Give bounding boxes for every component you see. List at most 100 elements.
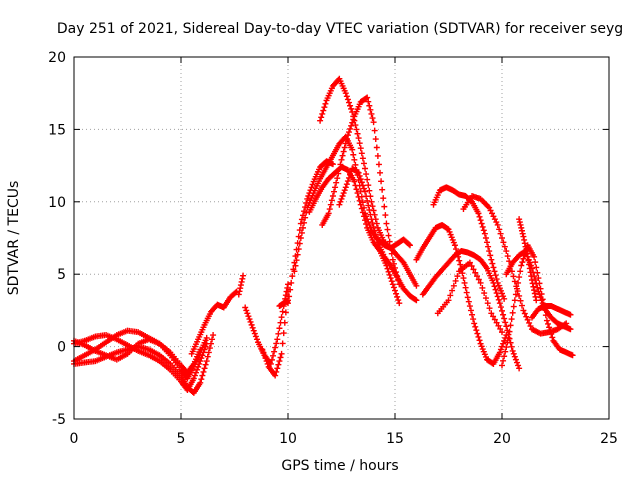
data-point <box>198 376 205 383</box>
data-point <box>387 244 394 251</box>
data-point <box>497 346 504 353</box>
data-point <box>488 256 495 263</box>
series-arc-16 <box>413 221 510 367</box>
data-point <box>445 297 452 304</box>
data-point <box>463 289 470 296</box>
series-arc-5 <box>188 288 240 357</box>
data-point <box>525 257 532 264</box>
data-point <box>475 333 482 340</box>
data-point <box>369 203 376 210</box>
data-point <box>466 259 473 266</box>
data-point <box>388 250 395 257</box>
data-point <box>526 261 533 268</box>
data-point <box>345 129 352 136</box>
data-point <box>486 248 493 255</box>
data-point <box>203 358 210 365</box>
data-point <box>480 227 487 234</box>
data-point <box>288 279 295 286</box>
data-point <box>191 372 198 379</box>
data-point <box>243 307 250 314</box>
data-point <box>527 269 534 276</box>
data-point <box>546 324 553 331</box>
data-point <box>531 290 538 297</box>
data-point <box>270 352 277 359</box>
data-point <box>412 296 419 303</box>
data-point <box>249 324 256 331</box>
data-point <box>384 265 391 272</box>
data-point <box>363 221 370 228</box>
data-point <box>460 275 467 282</box>
data-point <box>287 286 294 293</box>
data-point <box>518 302 525 309</box>
data-point <box>371 227 378 234</box>
data-point <box>205 349 212 356</box>
data-point <box>522 243 529 250</box>
data-point <box>297 220 304 227</box>
data-point <box>343 181 350 188</box>
data-point <box>210 332 217 339</box>
data-point <box>373 144 380 151</box>
data-point <box>518 262 525 269</box>
series-arc-19 <box>434 259 505 336</box>
data-point <box>380 195 387 202</box>
data-point <box>276 358 283 365</box>
data-point <box>475 276 482 283</box>
x-tick-label: 10 <box>279 431 297 447</box>
data-point <box>242 304 249 311</box>
data-point <box>320 107 327 114</box>
data-point <box>461 279 468 286</box>
data-point <box>470 266 477 273</box>
data-point <box>497 230 504 237</box>
data-point <box>530 283 537 290</box>
data-point <box>472 269 479 276</box>
data-point <box>329 193 336 200</box>
data-point <box>495 322 502 329</box>
data-point <box>341 144 348 151</box>
data-point <box>447 292 454 299</box>
data-point <box>356 172 363 179</box>
data-point <box>386 238 393 245</box>
data-point <box>298 229 305 236</box>
data-point <box>519 230 526 237</box>
series-arc-17 <box>430 184 508 302</box>
data-point <box>499 235 505 241</box>
data-point <box>523 250 530 257</box>
data-point <box>261 352 268 359</box>
data-point <box>472 323 479 330</box>
data-point <box>502 319 509 326</box>
data-point <box>491 316 498 323</box>
data-point <box>531 287 538 294</box>
data-point <box>372 136 379 143</box>
data-point <box>523 313 530 320</box>
data-point <box>327 201 334 208</box>
data-point <box>451 242 458 249</box>
data-point <box>490 313 497 320</box>
data-point <box>251 330 258 337</box>
data-point <box>354 130 361 137</box>
data-point <box>538 297 545 304</box>
data-point <box>344 132 351 139</box>
data-point <box>248 321 255 328</box>
data-point <box>273 368 280 375</box>
data-point <box>326 206 333 213</box>
series-arc-18 <box>419 248 523 372</box>
data-point <box>293 257 300 264</box>
data-point <box>549 334 556 341</box>
data-point <box>413 282 420 289</box>
data-point <box>319 110 326 117</box>
data-point <box>302 214 309 221</box>
data-points <box>71 75 576 396</box>
data-point <box>509 309 516 316</box>
data-point <box>197 346 204 353</box>
x-tick-label: 25 <box>600 431 618 447</box>
data-point <box>268 356 275 363</box>
data-point <box>343 93 350 100</box>
data-point <box>348 105 355 112</box>
data-point <box>510 350 517 357</box>
data-point <box>513 285 520 292</box>
data-point <box>190 375 197 382</box>
data-point <box>371 127 378 134</box>
data-point <box>517 297 524 304</box>
data-point <box>508 343 515 350</box>
data-point <box>350 151 357 158</box>
